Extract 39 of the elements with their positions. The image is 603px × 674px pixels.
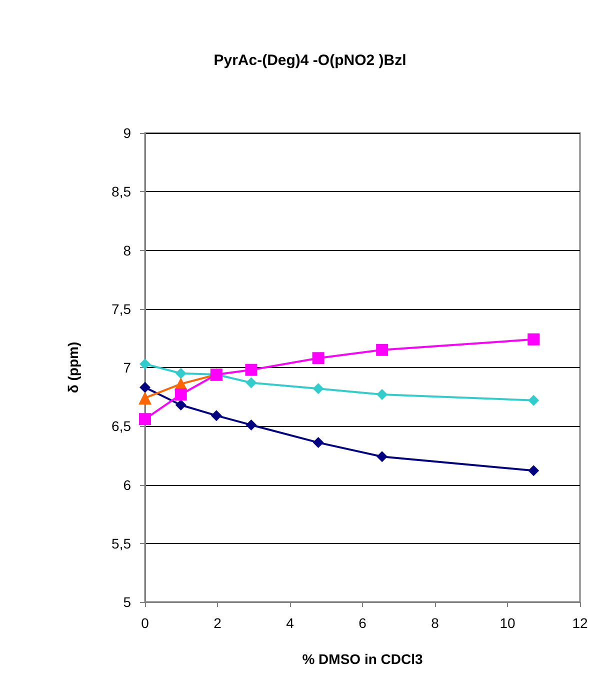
x-tick-label: 0	[141, 615, 150, 631]
point	[138, 391, 152, 404]
point	[376, 451, 388, 462]
point	[246, 377, 257, 388]
point	[210, 410, 222, 422]
point	[376, 388, 388, 400]
point	[312, 352, 324, 364]
x-tick-label: 4	[286, 615, 294, 631]
y-tick-label: 8,5	[112, 184, 132, 200]
point	[528, 465, 540, 476]
x-tick-label: 6	[358, 615, 367, 631]
point	[376, 344, 388, 356]
x-axis-title: % DMSO in CDCl3	[302, 651, 423, 667]
y-tick-label: 7,5	[112, 300, 132, 317]
chart-title: PyrAc-(Deg)4 -O(pNO2 )Bzl	[214, 52, 406, 69]
x-tick-label: 2	[214, 615, 222, 631]
point	[139, 413, 151, 426]
y-tick-label: 6	[123, 476, 132, 493]
y-tick-label: 8	[123, 242, 132, 258]
y-tick-label: 6,5	[112, 418, 132, 434]
y-tick-label: 7	[123, 360, 132, 376]
point	[312, 437, 324, 448]
point	[246, 419, 257, 430]
point	[312, 383, 324, 394]
point	[140, 382, 150, 393]
x-tick-label: 10	[500, 615, 516, 631]
x-tick-label: 8	[431, 615, 440, 631]
point	[528, 394, 540, 406]
y-axis-title: δ (ppm)	[65, 342, 81, 394]
point	[175, 400, 186, 411]
x-tick-label: 12	[572, 615, 588, 631]
point	[245, 364, 258, 376]
point	[174, 388, 187, 400]
y-tick-label: 9	[123, 125, 132, 141]
point	[140, 358, 150, 370]
point	[175, 368, 186, 379]
y-tick-label: 5,5	[112, 535, 132, 552]
y-tick-label: 5	[123, 594, 132, 610]
point	[528, 333, 540, 346]
